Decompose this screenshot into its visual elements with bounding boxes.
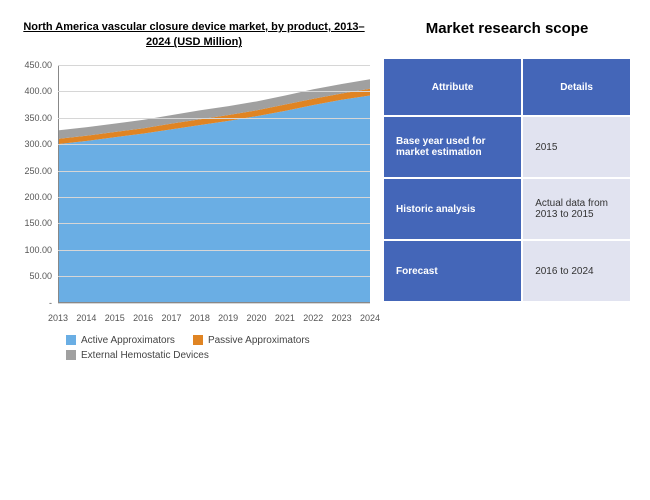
legend-item: Passive Approximators	[193, 335, 310, 346]
table-row: Base year used for market estimation 201…	[383, 116, 631, 178]
gridline	[58, 144, 370, 145]
x-tick-label: 2023	[332, 313, 352, 323]
chart-plot	[58, 65, 370, 303]
scope-panel: Market research scope Attribute Details …	[382, 20, 632, 480]
x-tick-label: 2021	[275, 313, 295, 323]
chart-area: - 50.00 100.00 150.00 200.00 250.00 300.00 350.…	[18, 65, 370, 325]
scope-col-attr: Attribute	[383, 58, 522, 116]
y-tick-label: 350.00	[18, 113, 52, 123]
scope-header-row: Attribute Details	[383, 58, 631, 116]
scope-detail-cell: 2016 to 2024	[522, 240, 631, 302]
table-row: Historic analysis Actual data from 2013 …	[383, 178, 631, 240]
legend-label: Active Approximators	[81, 335, 175, 346]
y-tick-label: 450.00	[18, 60, 52, 70]
gridline	[58, 65, 370, 66]
x-tick-label: 2019	[218, 313, 238, 323]
y-tick-label: 100.00	[18, 245, 52, 255]
legend-label: External Hemostatic Devices	[81, 350, 209, 361]
stacked-area-svg	[59, 65, 370, 302]
y-tick-label: 50.00	[18, 271, 52, 281]
scope-col-detail: Details	[522, 58, 631, 116]
x-tick-label: 2017	[161, 313, 181, 323]
scope-attr-cell: Historic analysis	[383, 178, 522, 240]
legend-swatch	[193, 335, 203, 345]
scope-detail-cell: 2015	[522, 116, 631, 178]
scope-title: Market research scope	[382, 20, 632, 37]
x-tick-label: 2018	[190, 313, 210, 323]
y-tick-label: -	[18, 298, 52, 308]
x-tick-label: 2022	[303, 313, 323, 323]
gridline	[58, 223, 370, 224]
x-tick-label: 2015	[105, 313, 125, 323]
y-tick-label: 300.00	[18, 139, 52, 149]
scope-detail-cell: Actual data from 2013 to 2015	[522, 178, 631, 240]
scope-table: Attribute Details Base year used for mar…	[382, 57, 632, 303]
x-tick-label: 2020	[247, 313, 267, 323]
y-tick-label: 400.00	[18, 86, 52, 96]
legend-swatch	[66, 350, 76, 360]
x-tick-label: 2016	[133, 313, 153, 323]
legend-item: External Hemostatic Devices	[66, 350, 209, 361]
x-axis: 2013201420152016201720182019202020212022…	[58, 307, 370, 325]
y-tick-label: 150.00	[18, 218, 52, 228]
chart-legend: Active Approximators Passive Approximator…	[18, 335, 370, 361]
chart-title: North America vascular closure device ma…	[18, 20, 370, 51]
gridline	[58, 303, 370, 304]
gridline	[58, 197, 370, 198]
y-tick-label: 250.00	[18, 166, 52, 176]
chart-panel: North America vascular closure device ma…	[18, 20, 370, 480]
legend-item: Active Approximators	[66, 335, 175, 346]
gridline	[58, 91, 370, 92]
gridline	[58, 118, 370, 119]
legend-swatch	[66, 335, 76, 345]
scope-attr-cell: Forecast	[383, 240, 522, 302]
x-tick-label: 2014	[76, 313, 96, 323]
x-tick-label: 2013	[48, 313, 68, 323]
table-row: Forecast 2016 to 2024	[383, 240, 631, 302]
gridline	[58, 171, 370, 172]
x-tick-label: 2024	[360, 313, 380, 323]
gridline	[58, 276, 370, 277]
y-tick-label: 200.00	[18, 192, 52, 202]
legend-label: Passive Approximators	[208, 335, 310, 346]
gridline	[58, 250, 370, 251]
scope-attr-cell: Base year used for market estimation	[383, 116, 522, 178]
